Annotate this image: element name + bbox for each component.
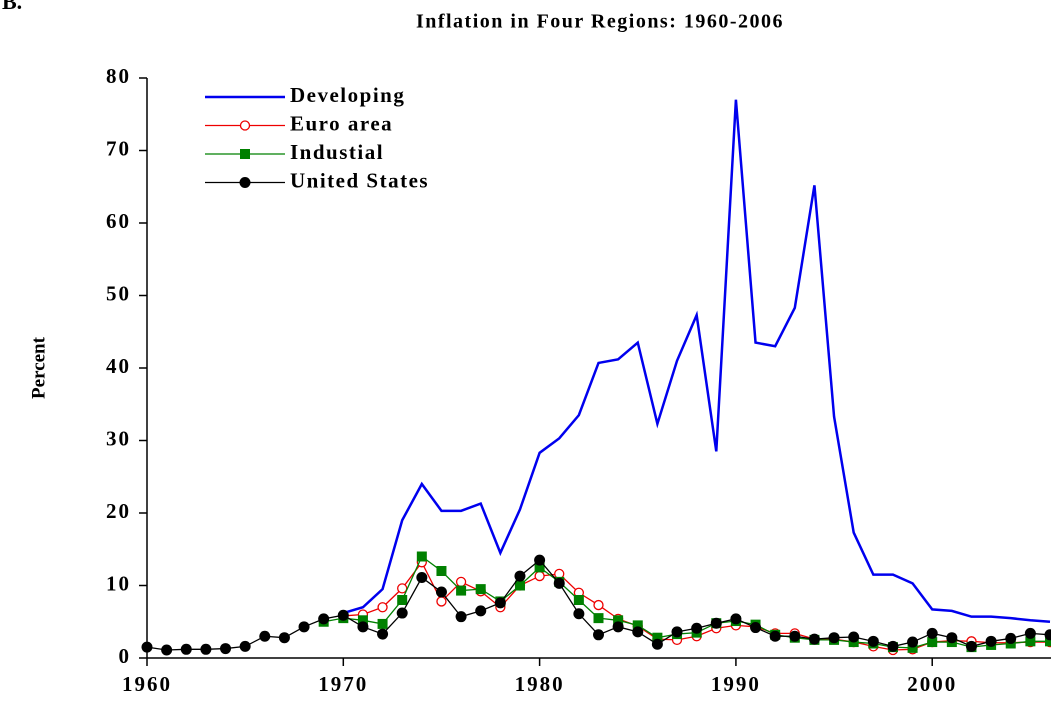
data-point (710, 617, 722, 629)
data-point (593, 629, 604, 641)
data-point (436, 566, 447, 576)
data-point (553, 577, 565, 589)
data-point (573, 608, 585, 620)
chart-title: Inflation in Four Regions: 1960-2006 (416, 11, 784, 33)
data-point (573, 595, 584, 605)
data-point (239, 640, 251, 652)
data-point (789, 630, 801, 642)
data-point (377, 602, 388, 613)
data-point (475, 605, 487, 617)
legend-label: Developing (290, 83, 405, 107)
data-point (357, 615, 368, 626)
data-point (593, 599, 604, 611)
data-point (867, 635, 879, 647)
data-point (927, 637, 938, 648)
data-point (259, 630, 271, 642)
data-point (750, 622, 762, 634)
data-point (357, 621, 369, 633)
y-tick-label: 50 (106, 281, 131, 305)
x-tick-label: 1960 (122, 672, 172, 696)
data-point (651, 638, 663, 650)
data-point (1044, 629, 1051, 641)
data-point (534, 570, 545, 582)
data-point (730, 613, 742, 625)
data-point (769, 630, 781, 642)
data-point (180, 643, 192, 655)
data-point (691, 622, 703, 634)
y-tick-label: 10 (106, 571, 131, 595)
y-tick-label: 20 (106, 499, 131, 523)
data-point (436, 596, 447, 607)
y-tick-label: 60 (106, 209, 131, 233)
data-point (534, 554, 546, 566)
series-line (323, 555, 1050, 649)
y-tick-label: 0 (119, 644, 132, 668)
data-point (435, 586, 447, 598)
y-axis-label: Percent (28, 336, 49, 399)
x-tick-label: 1990 (711, 672, 761, 696)
x-tick-label: 1980 (515, 672, 565, 696)
data-point (475, 584, 486, 595)
data-point (200, 643, 212, 655)
data-point (985, 635, 997, 647)
data-point (416, 551, 427, 562)
data-point (318, 613, 330, 625)
data-point (965, 640, 977, 652)
data-point (514, 570, 526, 582)
y-tick-label: 40 (106, 354, 131, 378)
legend-marker (239, 177, 251, 188)
data-point (671, 626, 683, 638)
legend-label: United States (290, 168, 429, 192)
x-tick-label: 1970 (318, 672, 368, 696)
data-point (494, 597, 506, 609)
data-point (396, 607, 408, 619)
data-point (652, 632, 663, 643)
legend-marker (240, 149, 250, 159)
data-point (1024, 627, 1036, 639)
data-point (377, 628, 389, 640)
data-point (907, 642, 918, 653)
data-point (593, 613, 604, 624)
panel-label: B. (2, 0, 22, 14)
data-point (397, 583, 408, 594)
legend-label: Euro area (290, 111, 393, 135)
data-point (455, 611, 467, 623)
x-tick-label: 2000 (907, 672, 957, 696)
data-point (337, 609, 349, 621)
data-point (141, 641, 153, 653)
data-point (632, 620, 643, 631)
data-point (887, 640, 899, 652)
data-point (456, 585, 467, 596)
data-point (1025, 636, 1036, 647)
data-point (613, 615, 624, 626)
series-line (342, 99, 1051, 623)
data-point (907, 636, 919, 648)
data-point (612, 621, 624, 633)
y-tick-label: 30 (106, 426, 131, 450)
data-point (397, 595, 408, 605)
data-point (161, 644, 173, 656)
data-point (514, 580, 525, 591)
data-point (808, 633, 820, 645)
legend-label: Industial (290, 140, 384, 164)
legend-marker (239, 120, 251, 131)
data-point (632, 626, 644, 638)
data-point (926, 627, 938, 639)
data-point (377, 618, 388, 629)
data-point (1005, 632, 1017, 644)
data-point (278, 632, 290, 644)
data-point (455, 576, 467, 588)
data-point (828, 632, 840, 644)
data-point (848, 631, 860, 643)
data-point (220, 643, 232, 655)
data-point (416, 572, 428, 584)
y-tick-label: 70 (106, 136, 131, 160)
y-tick-label: 80 (106, 64, 131, 88)
data-point (298, 621, 310, 633)
data-point (534, 562, 545, 573)
data-point (1045, 636, 1051, 647)
data-point (946, 632, 958, 644)
